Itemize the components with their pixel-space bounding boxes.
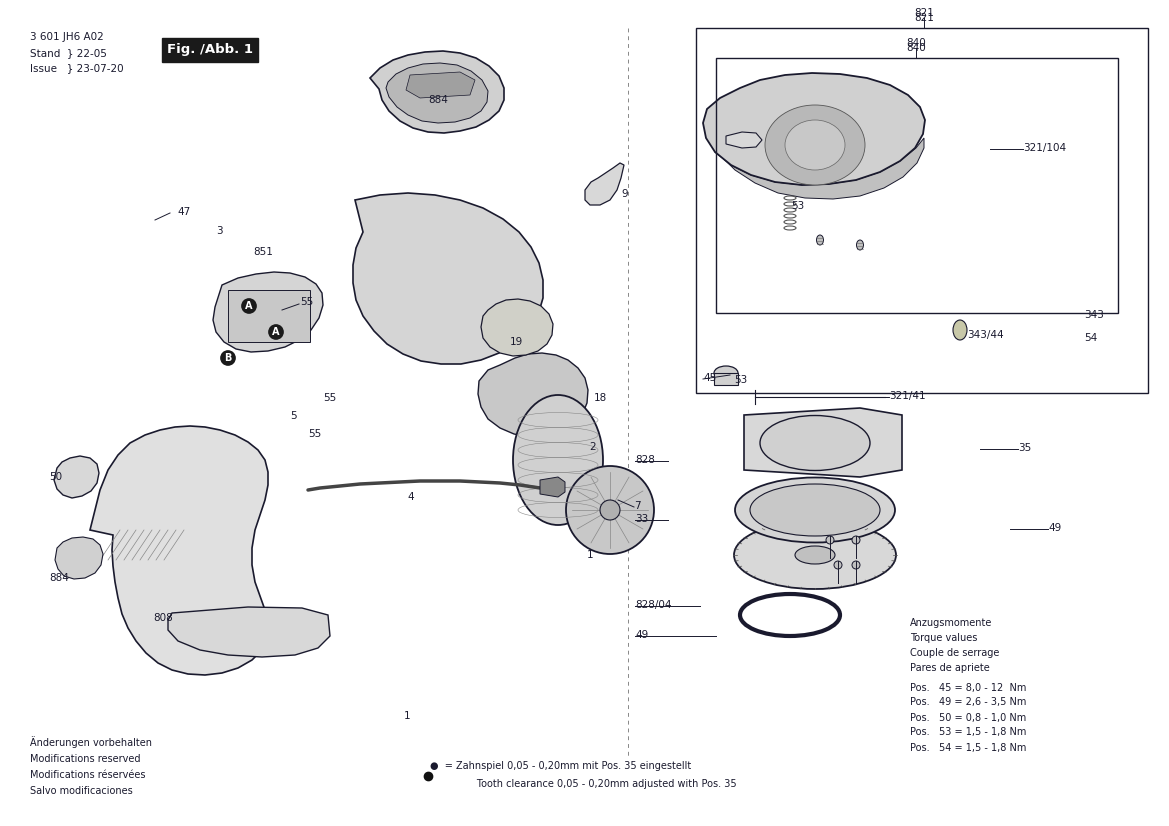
Bar <box>714 373 738 385</box>
Text: 50: 50 <box>49 472 62 482</box>
Text: 1: 1 <box>587 550 594 560</box>
Polygon shape <box>90 426 268 675</box>
Text: 343: 343 <box>1084 310 1104 320</box>
Polygon shape <box>540 477 565 497</box>
Ellipse shape <box>760 415 870 471</box>
Text: 3 601 JH6 A02: 3 601 JH6 A02 <box>30 32 104 42</box>
Ellipse shape <box>714 366 738 380</box>
Text: Modifications réservées: Modifications réservées <box>30 770 145 780</box>
Text: Pos.   49 = 2,6 - 3,5 Nm: Pos. 49 = 2,6 - 3,5 Nm <box>909 697 1026 708</box>
Bar <box>715 58 1118 313</box>
Polygon shape <box>213 272 323 352</box>
Text: 45: 45 <box>703 373 717 383</box>
Ellipse shape <box>953 320 967 340</box>
Text: 19: 19 <box>510 337 524 347</box>
Polygon shape <box>703 73 925 185</box>
Text: A: A <box>245 301 253 311</box>
Text: 821: 821 <box>914 13 934 23</box>
Polygon shape <box>54 456 99 498</box>
Polygon shape <box>710 138 924 199</box>
Ellipse shape <box>765 105 865 185</box>
Text: 7: 7 <box>634 501 641 511</box>
Text: Stand  } 22-05: Stand } 22-05 <box>30 48 106 58</box>
Text: Pos.   54 = 1,5 - 1,8 Nm: Pos. 54 = 1,5 - 1,8 Nm <box>909 743 1026 752</box>
Polygon shape <box>478 353 588 437</box>
Ellipse shape <box>826 536 833 544</box>
Text: 55: 55 <box>300 297 313 307</box>
Text: 321/104: 321/104 <box>1023 143 1066 153</box>
Polygon shape <box>743 408 902 477</box>
Text: Salvo modificaciones: Salvo modificaciones <box>30 786 133 796</box>
Text: Pos.   53 = 1,5 - 1,8 Nm: Pos. 53 = 1,5 - 1,8 Nm <box>909 728 1026 738</box>
Text: ●  = Zahnspiel 0,05 - 0,20mm mit Pos. 35 eingestellt: ● = Zahnspiel 0,05 - 0,20mm mit Pos. 35 … <box>430 761 691 771</box>
Text: Modifications reserved: Modifications reserved <box>30 754 140 764</box>
Polygon shape <box>726 132 762 148</box>
Text: 840: 840 <box>906 38 926 48</box>
Text: Pos.   45 = 8,0 - 12  Nm: Pos. 45 = 8,0 - 12 Nm <box>909 682 1026 692</box>
Text: 33: 33 <box>635 514 649 524</box>
Ellipse shape <box>786 120 845 170</box>
Text: 49: 49 <box>1047 523 1061 533</box>
Text: 55: 55 <box>307 429 321 439</box>
Ellipse shape <box>833 561 842 569</box>
Polygon shape <box>371 51 504 133</box>
Text: 828/04: 828/04 <box>635 600 671 610</box>
Polygon shape <box>228 290 310 342</box>
Polygon shape <box>386 63 487 123</box>
Text: Torque values: Torque values <box>909 633 977 643</box>
Ellipse shape <box>795 546 835 564</box>
Text: B: B <box>224 353 231 363</box>
Text: 49: 49 <box>635 630 649 640</box>
Ellipse shape <box>750 484 880 536</box>
Text: Tooth clearance 0,05 - 0,20mm adjusted with Pos. 35: Tooth clearance 0,05 - 0,20mm adjusted w… <box>455 779 736 789</box>
Text: 35: 35 <box>1018 443 1031 453</box>
Polygon shape <box>584 163 624 205</box>
Text: 55: 55 <box>323 393 337 403</box>
Text: Anzugsmomente: Anzugsmomente <box>909 618 992 628</box>
Ellipse shape <box>566 466 653 554</box>
Text: 821: 821 <box>914 8 934 18</box>
Text: 884: 884 <box>428 95 448 105</box>
Text: Änderungen vorbehalten: Änderungen vorbehalten <box>30 736 152 748</box>
Text: 2: 2 <box>589 442 596 452</box>
Text: 808: 808 <box>153 613 173 623</box>
Text: 4: 4 <box>407 492 414 502</box>
Text: 321/41: 321/41 <box>888 391 926 401</box>
Ellipse shape <box>600 500 620 520</box>
Text: 851: 851 <box>253 247 272 257</box>
Text: Issue   } 23-07-20: Issue } 23-07-20 <box>30 63 124 73</box>
Ellipse shape <box>816 235 823 245</box>
Bar <box>696 28 1148 393</box>
Text: 828: 828 <box>635 455 655 465</box>
Text: 884: 884 <box>49 573 69 583</box>
Text: 9: 9 <box>621 189 628 199</box>
Polygon shape <box>168 607 330 657</box>
Polygon shape <box>353 193 542 364</box>
Polygon shape <box>55 537 103 579</box>
Ellipse shape <box>852 561 860 569</box>
Text: 53: 53 <box>734 375 747 385</box>
Text: 54: 54 <box>1084 333 1098 343</box>
Polygon shape <box>480 299 553 356</box>
Text: Fig. /Abb. 1: Fig. /Abb. 1 <box>167 44 253 56</box>
Text: A: A <box>272 327 279 337</box>
Text: 840: 840 <box>906 43 926 53</box>
Text: 5: 5 <box>290 411 297 421</box>
Text: 1: 1 <box>403 711 410 721</box>
Ellipse shape <box>735 477 895 543</box>
Ellipse shape <box>857 240 864 250</box>
Ellipse shape <box>513 395 603 525</box>
Ellipse shape <box>734 521 895 589</box>
Text: Pos.   50 = 0,8 - 1,0 Nm: Pos. 50 = 0,8 - 1,0 Nm <box>909 713 1026 723</box>
Text: 3: 3 <box>216 226 222 236</box>
Text: Pares de apriete: Pares de apriete <box>909 663 990 673</box>
Text: 18: 18 <box>594 393 607 403</box>
Text: Couple de serrage: Couple de serrage <box>909 648 999 658</box>
Ellipse shape <box>852 536 860 544</box>
Text: 47: 47 <box>177 207 191 217</box>
Text: 343/44: 343/44 <box>967 330 1004 340</box>
Polygon shape <box>406 72 475 98</box>
Text: 53: 53 <box>791 201 804 211</box>
